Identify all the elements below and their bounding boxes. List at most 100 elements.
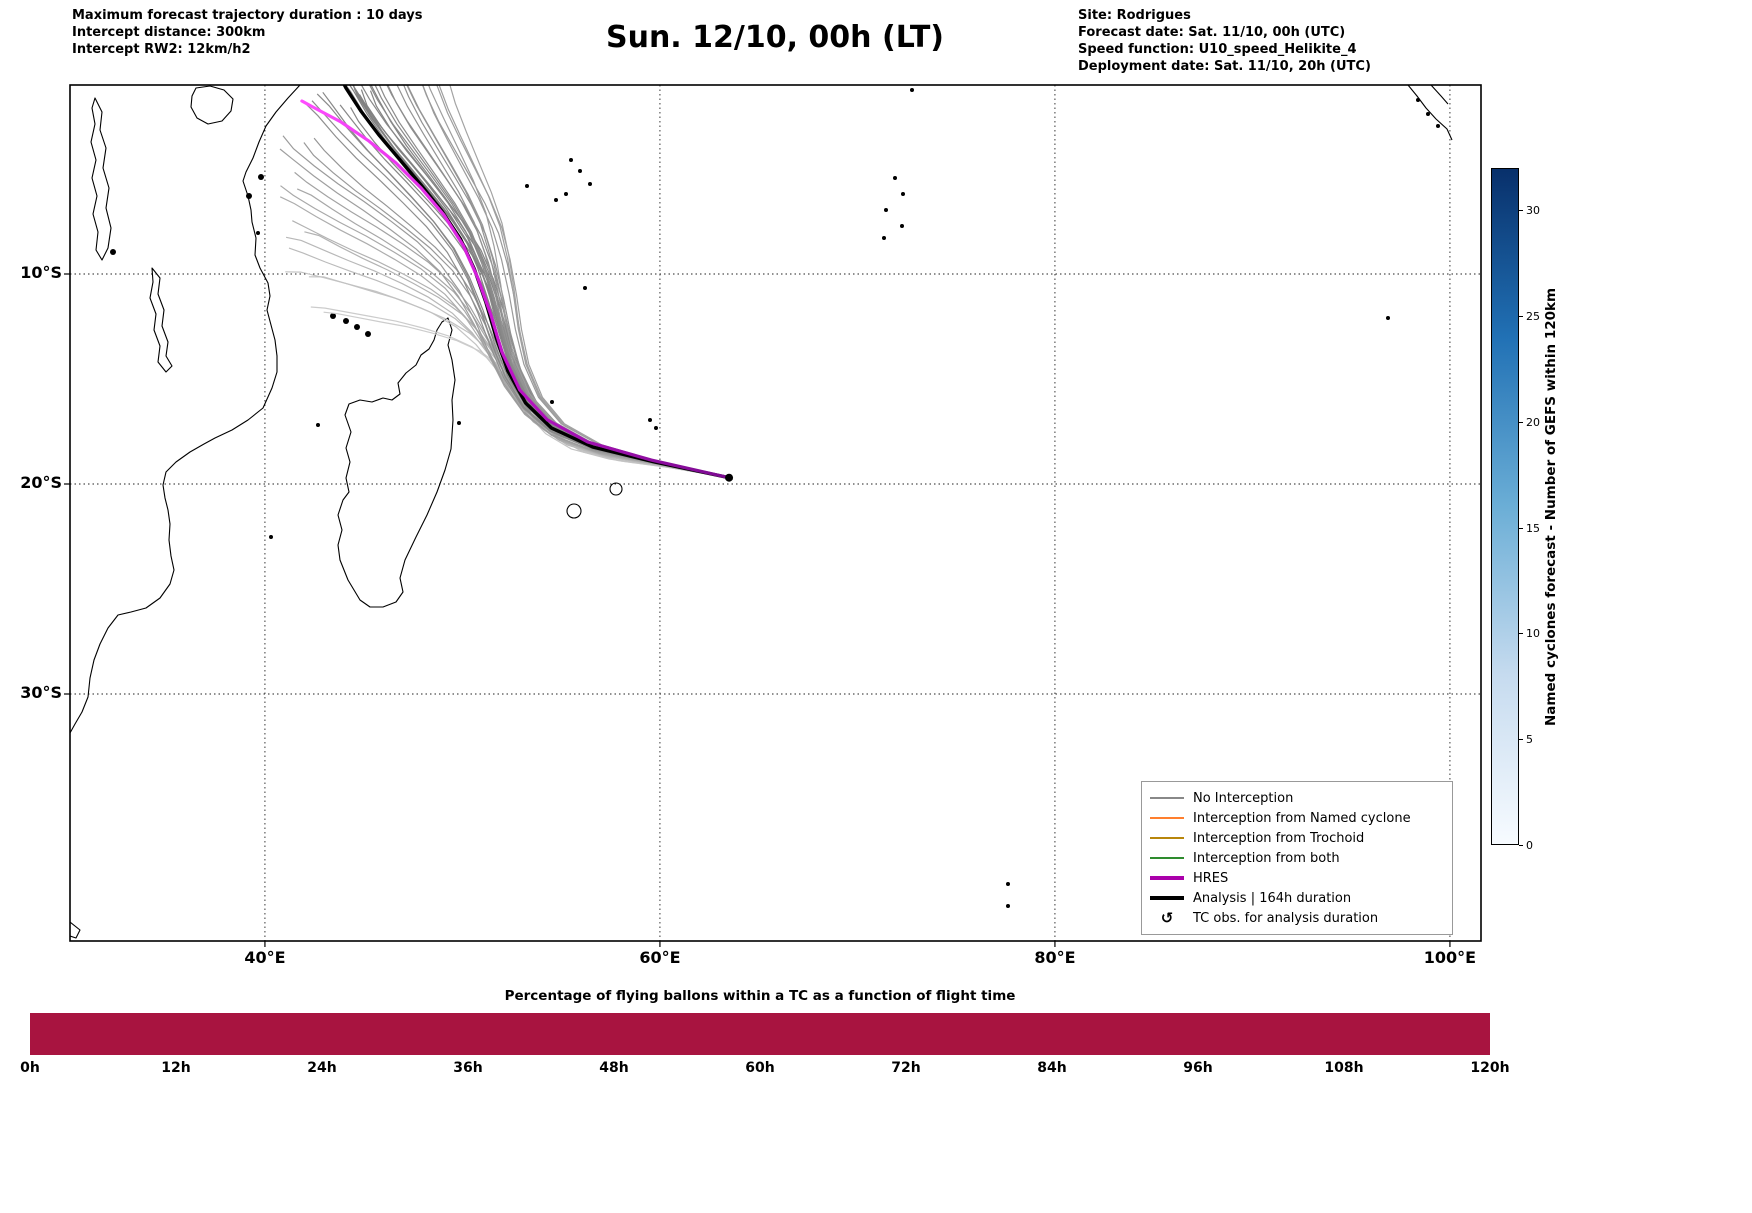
forecast-param-line: Intercept distance: 300km bbox=[72, 25, 266, 40]
legend-item-label: Interception from both bbox=[1193, 850, 1340, 866]
island-dot bbox=[330, 313, 336, 319]
island-dot bbox=[365, 331, 371, 337]
y-axis-tick-label: 10°S bbox=[20, 263, 62, 282]
colorbar-tick-label: 30 bbox=[1526, 204, 1540, 218]
ensemble-trajectory bbox=[296, 188, 730, 479]
coastline bbox=[190, 85, 234, 125]
coastline bbox=[90, 97, 112, 261]
island-dot bbox=[246, 193, 252, 199]
coastline bbox=[70, 921, 81, 939]
island-dot bbox=[1416, 98, 1420, 102]
ensemble-trajectory bbox=[313, 137, 730, 479]
colorbar-tick-label: 25 bbox=[1526, 310, 1540, 324]
bottom-chart-tick-label: 108h bbox=[1324, 1060, 1364, 1076]
colorbar-tick bbox=[1519, 633, 1523, 635]
colorbar-tick-label: 5 bbox=[1526, 733, 1533, 747]
colorbar-tick-label: 0 bbox=[1526, 839, 1533, 852]
colorbar-tick bbox=[1519, 739, 1523, 741]
legend-line-sample bbox=[1150, 797, 1184, 799]
bottom-chart-title: Percentage of flying ballons within a TC… bbox=[504, 988, 1016, 1004]
island-dot bbox=[884, 208, 888, 212]
ensemble-trajectory bbox=[294, 171, 730, 479]
island-dot bbox=[1006, 882, 1010, 886]
legend-line-sample bbox=[1150, 817, 1184, 819]
legend-item-label: HRES bbox=[1193, 870, 1229, 886]
island-dot bbox=[354, 324, 360, 330]
site-info: Site: Rodrigues Forecast date: Sat. 11/1… bbox=[1078, 7, 1371, 75]
legend-line-sample bbox=[1150, 896, 1184, 900]
island-outline bbox=[609, 482, 623, 496]
x-axis-tick-label: 40°E bbox=[244, 948, 286, 967]
island-dot bbox=[525, 184, 529, 188]
legend-item-tc-obs: ↺ TC obs. for analysis duration bbox=[1150, 908, 1444, 928]
map-legend: No Interception Interception from Named c… bbox=[1141, 781, 1453, 935]
y-axis-tick-label: 20°S bbox=[20, 473, 62, 492]
tc-obs-symbol-icon: ↺ bbox=[1160, 908, 1174, 927]
x-axis-tick-label: 100°E bbox=[1423, 948, 1477, 967]
island-dot bbox=[1006, 904, 1010, 908]
tc-percentage-bar bbox=[30, 1013, 1490, 1055]
colorbar-label: Named cyclones forecast - Number of GEFS… bbox=[1543, 287, 1559, 726]
ensemble-trajectory bbox=[449, 85, 730, 479]
island-dot bbox=[457, 421, 461, 425]
legend-item-label: Interception from Named cyclone bbox=[1193, 810, 1411, 826]
island-dot bbox=[1386, 316, 1390, 320]
figure-title: Sun. 12/10, 00h (LT) bbox=[605, 20, 945, 55]
bottom-chart-tick-label: 12h bbox=[161, 1060, 191, 1076]
ensemble-trajectory bbox=[406, 85, 730, 479]
ensemble-trajectory bbox=[322, 91, 730, 479]
coastline bbox=[70, 85, 301, 734]
island-dot bbox=[554, 198, 558, 202]
island-dot bbox=[343, 318, 349, 324]
island-dot bbox=[269, 535, 273, 539]
bottom-chart-tick-label: 96h bbox=[1183, 1060, 1213, 1076]
ensemble-trajectory bbox=[279, 148, 730, 479]
ensemble-trajectory bbox=[282, 135, 730, 479]
bottom-chart-tick-label: 84h bbox=[1037, 1060, 1067, 1076]
tc-obs-marker bbox=[725, 473, 734, 482]
colorbar-tick bbox=[1519, 527, 1523, 529]
island-dot bbox=[900, 224, 904, 228]
ensemble-trajectory bbox=[428, 85, 730, 479]
colorbar-tick bbox=[1519, 845, 1523, 846]
legend-item: Interception from both bbox=[1150, 848, 1444, 868]
island-dot bbox=[1426, 112, 1430, 116]
colorbar-tick-label: 20 bbox=[1526, 415, 1540, 429]
island-dot bbox=[648, 418, 652, 422]
island-dot bbox=[110, 249, 116, 255]
ensemble-trajectory bbox=[438, 85, 730, 479]
site-info-line: Deployment date: Sat. 11/10, 20h (UTC) bbox=[1078, 59, 1371, 74]
colorbar-tick bbox=[1519, 316, 1523, 318]
ensemble-trajectory bbox=[285, 236, 730, 479]
x-axis-tick-label: 60°E bbox=[639, 948, 681, 967]
coastline bbox=[1430, 85, 1449, 105]
colorbar-gradient bbox=[1491, 168, 1519, 845]
legend-item-label: TC obs. for analysis duration bbox=[1193, 910, 1379, 926]
island-dot bbox=[654, 426, 658, 430]
legend-item-label: Analysis | 164h duration bbox=[1193, 890, 1352, 906]
bottom-chart-tick-label: 24h bbox=[307, 1060, 337, 1076]
legend-item: HRES bbox=[1150, 868, 1444, 888]
legend-item: Interception from Trochoid bbox=[1150, 828, 1444, 848]
island-dot bbox=[1436, 124, 1440, 128]
island-dot bbox=[316, 423, 320, 427]
site-info-line: Forecast date: Sat. 11/10, 00h (UTC) bbox=[1078, 25, 1346, 40]
island-dot bbox=[258, 174, 264, 180]
island-dot bbox=[893, 176, 897, 180]
island-dot bbox=[569, 158, 573, 162]
bottom-chart-tick-label: 36h bbox=[453, 1060, 483, 1076]
island-dot bbox=[882, 236, 886, 240]
coastline bbox=[1407, 85, 1453, 141]
legend-line-sample bbox=[1150, 857, 1184, 859]
island-dot bbox=[578, 169, 582, 173]
coastline bbox=[149, 267, 173, 373]
legend-line-sample bbox=[1150, 837, 1184, 839]
coastline bbox=[337, 317, 456, 608]
island-dot bbox=[901, 192, 905, 196]
island-outline bbox=[566, 503, 582, 519]
hres-trajectory bbox=[300, 99, 731, 480]
legend-item: Analysis | 164h duration bbox=[1150, 888, 1444, 908]
island-dot bbox=[588, 182, 592, 186]
island-dot bbox=[550, 400, 554, 404]
